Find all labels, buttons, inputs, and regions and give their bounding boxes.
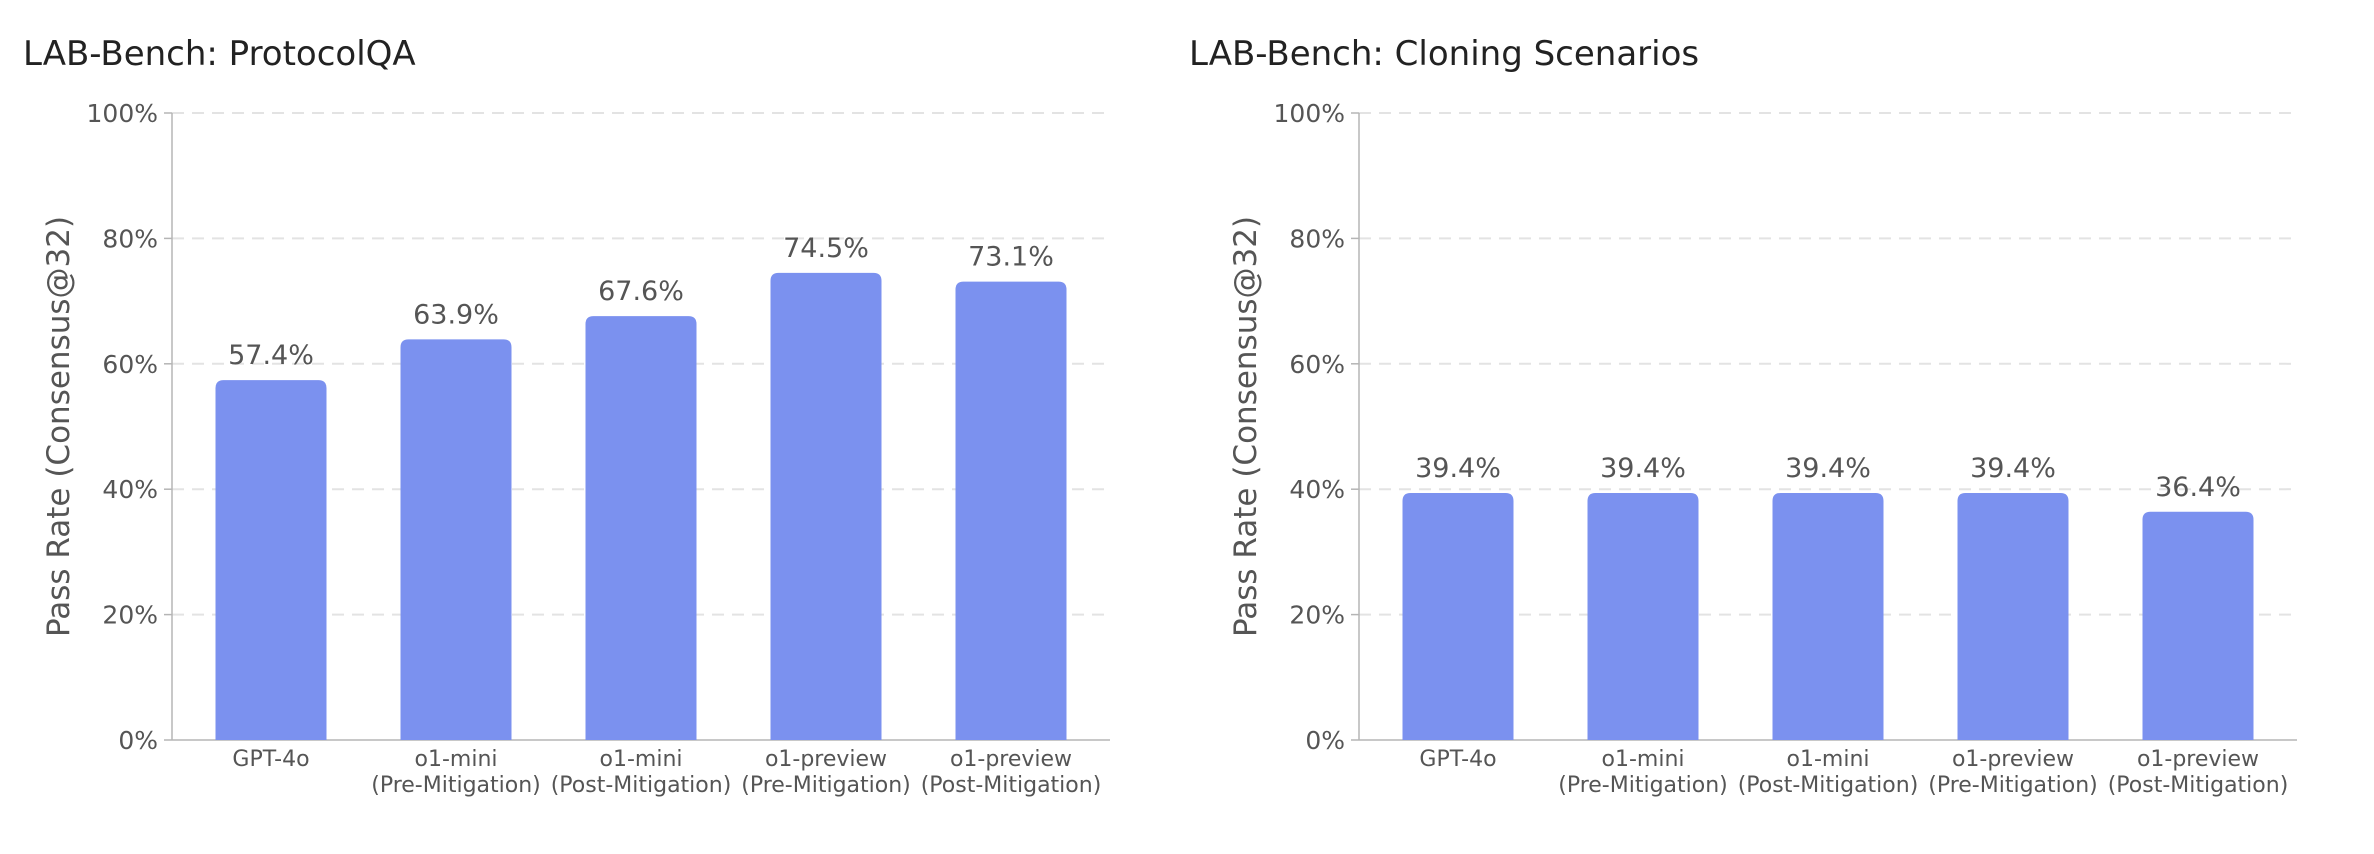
x-tick-label: (Post-Mitigation) bbox=[1738, 773, 1919, 798]
bar bbox=[1957, 492, 2069, 740]
data-label: 39.4% bbox=[1970, 453, 2056, 484]
x-tick-label: o1-mini bbox=[600, 747, 683, 772]
x-tick-label: GPT-4o bbox=[232, 747, 309, 772]
chart-title-cloning-scenarios: LAB-Bench: Cloning Scenarios bbox=[1189, 34, 1700, 74]
data-label: 67.6% bbox=[598, 276, 684, 307]
y-tick-label: 0% bbox=[118, 726, 158, 755]
chart-cloning-scenarios: 0% 20% 40% 60% 80% 100% Pass Rate (Consensus@3… bbox=[1228, 99, 2297, 798]
x-tick-label: (Pre-Mitigation) bbox=[741, 773, 911, 798]
bar bbox=[1772, 492, 1884, 740]
x-tick-label: o1-preview bbox=[2137, 747, 2259, 772]
y-tick-label: 0% bbox=[1305, 726, 1345, 755]
x-tick-label: o1-preview bbox=[1952, 747, 2074, 772]
y-axis-label: Pass Rate (Consensus@32) bbox=[1228, 216, 1264, 637]
y-tick-label: 60% bbox=[102, 350, 158, 379]
y-tick-label: 60% bbox=[1289, 350, 1345, 379]
chart-title-protocolqa: LAB-Bench: ProtocolQA bbox=[23, 34, 416, 74]
x-tick-label: o1-mini bbox=[1602, 747, 1685, 772]
y-tick-label: 100% bbox=[1274, 99, 1345, 128]
bar bbox=[770, 272, 882, 740]
y-tick-label: 80% bbox=[1289, 224, 1345, 253]
data-label: 63.9% bbox=[413, 299, 499, 330]
chart-protocolqa: 0% 20% 40% 60% 80% 100% Pass Rate (Consensus@3… bbox=[41, 99, 1110, 798]
data-label: 39.4% bbox=[1600, 453, 1686, 484]
y-tick-label: 20% bbox=[1289, 601, 1345, 630]
data-label: 73.1% bbox=[968, 242, 1054, 273]
bar bbox=[1402, 492, 1514, 740]
x-tick-label: o1-preview bbox=[950, 747, 1072, 772]
y-axis-label: Pass Rate (Consensus@32) bbox=[41, 216, 77, 637]
x-tick-label: (Pre-Mitigation) bbox=[1558, 773, 1728, 798]
bar bbox=[1587, 492, 1699, 740]
y-tick-label: 80% bbox=[102, 224, 158, 253]
x-tick-label: (Post-Mitigation) bbox=[551, 773, 732, 798]
bar bbox=[2142, 511, 2254, 740]
data-label: 39.4% bbox=[1415, 453, 1501, 484]
data-label: 39.4% bbox=[1785, 453, 1871, 484]
x-tick-label: o1-preview bbox=[765, 747, 887, 772]
data-label: 57.4% bbox=[228, 340, 314, 371]
bar bbox=[955, 281, 1067, 740]
y-tick-label: 40% bbox=[1289, 475, 1345, 504]
x-tick-label: o1-mini bbox=[415, 747, 498, 772]
x-tick-label: (Post-Mitigation) bbox=[921, 773, 1102, 798]
x-tick-label: (Pre-Mitigation) bbox=[371, 773, 541, 798]
x-tick-label: (Pre-Mitigation) bbox=[1928, 773, 2098, 798]
y-tick-label: 100% bbox=[87, 99, 158, 128]
y-tick-label: 40% bbox=[102, 475, 158, 504]
x-tick-label: GPT-4o bbox=[1419, 747, 1496, 772]
data-label: 74.5% bbox=[783, 233, 869, 264]
bar bbox=[215, 380, 327, 740]
x-tick-label: o1-mini bbox=[1787, 747, 1870, 772]
bar bbox=[400, 339, 512, 740]
bar bbox=[585, 316, 697, 740]
x-tick-label: (Post-Mitigation) bbox=[2108, 773, 2289, 798]
y-tick-label: 20% bbox=[102, 601, 158, 630]
data-label: 36.4% bbox=[2155, 472, 2241, 503]
